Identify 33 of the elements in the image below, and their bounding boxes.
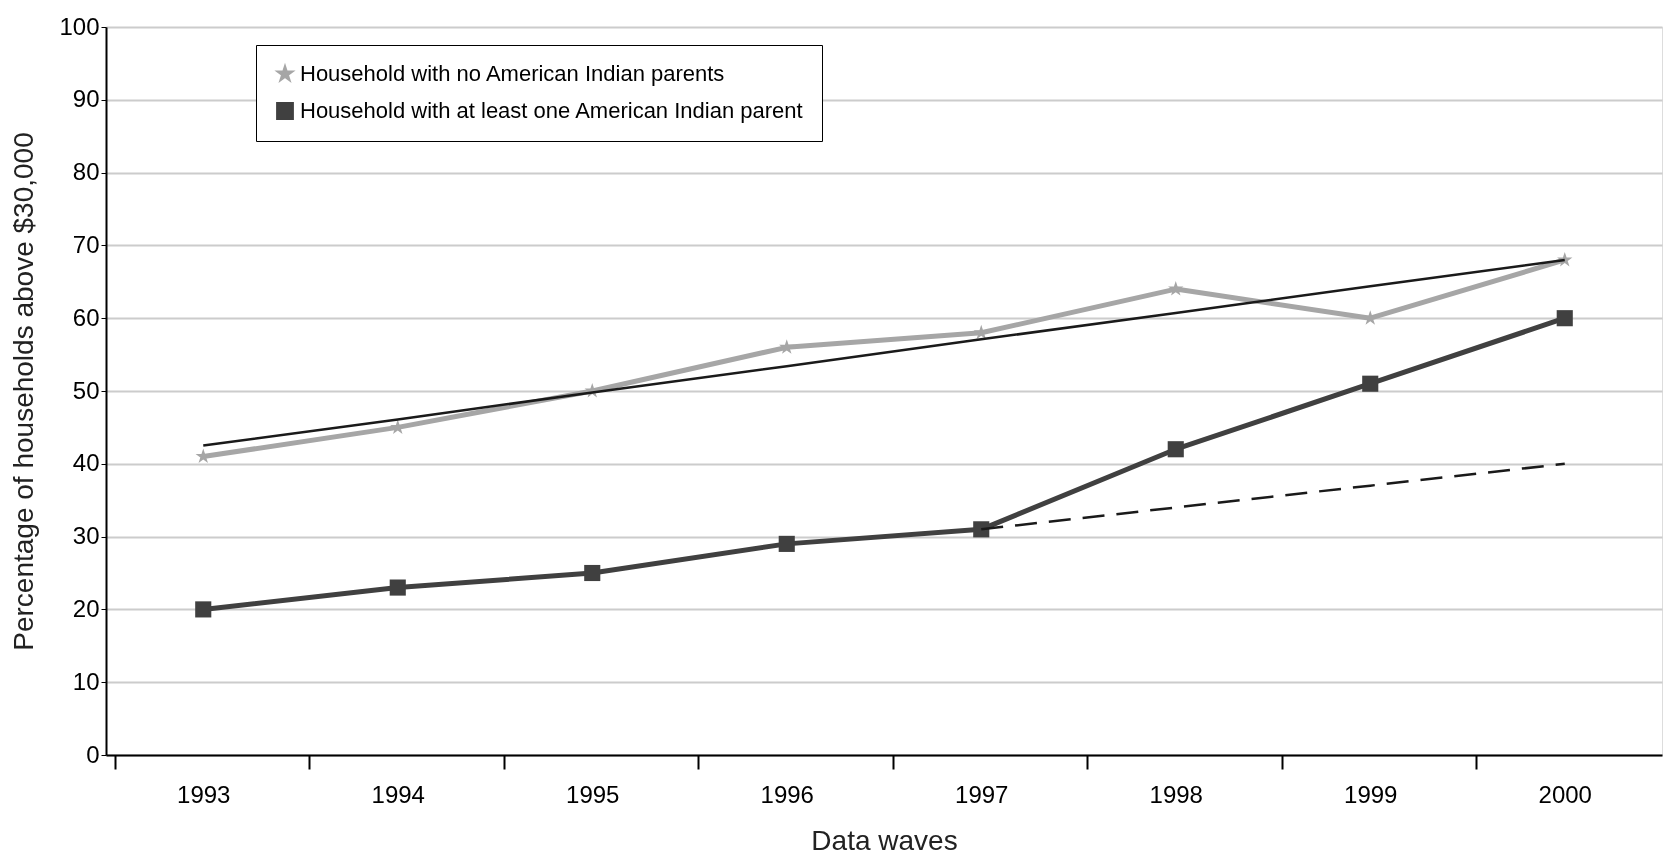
- point: [1362, 375, 1379, 392]
- y-tick-label: 80: [72, 158, 100, 186]
- point: [779, 339, 795, 354]
- y-tick-label: 40: [72, 449, 100, 477]
- point: [1168, 281, 1184, 296]
- x-axis-title: Data waves: [811, 824, 958, 856]
- x-tick-label: 1996: [760, 780, 814, 808]
- x-tick-label: 1995: [566, 780, 620, 808]
- point: [389, 579, 406, 596]
- x-tick-label: 1997: [955, 780, 1009, 808]
- point: [973, 521, 990, 538]
- x-tick-label: 2000: [1538, 780, 1592, 808]
- x-tick-label: 1994: [371, 780, 425, 808]
- point: [1556, 310, 1573, 327]
- legend-label: Household with no American Indian parents: [300, 61, 725, 86]
- x-tick-label: 1993: [177, 780, 231, 808]
- y-tick-label: 60: [72, 303, 100, 331]
- x-tick-label: 1998: [1149, 780, 1203, 808]
- y-tick-label: 100: [59, 12, 100, 40]
- point: [1167, 441, 1184, 458]
- y-tick-label: 70: [72, 230, 100, 258]
- x-tick-label: 1999: [1344, 780, 1398, 808]
- y-tick-label: 30: [72, 522, 100, 550]
- y-tick-label: 90: [72, 85, 100, 113]
- y-tick-label: 20: [72, 594, 100, 622]
- y-axis-title: Percentage of households above $30,000: [8, 132, 40, 651]
- legend-label: Household with at least one American Indian parent: [300, 98, 803, 123]
- y-tick-label: 10: [72, 667, 100, 695]
- point: [778, 535, 795, 552]
- point: [584, 564, 601, 582]
- y-tick-label: 50: [72, 376, 100, 404]
- y-tick-label: 0: [86, 740, 100, 768]
- point: [195, 601, 212, 618]
